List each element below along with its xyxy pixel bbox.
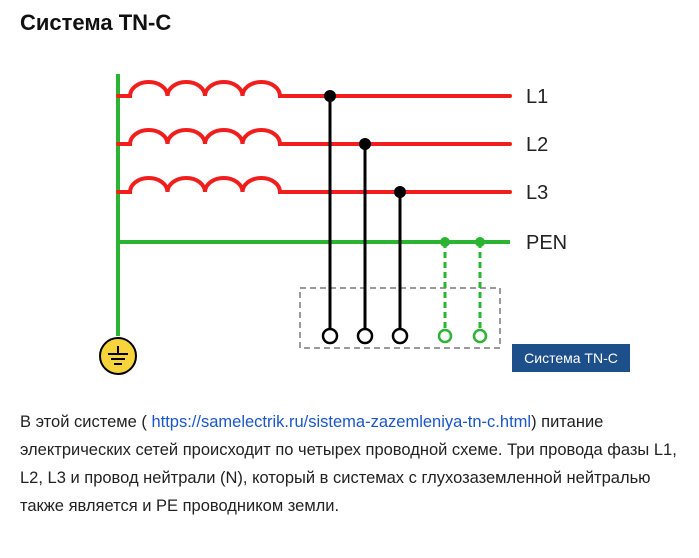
- para-before-link: В этой системе (: [20, 413, 151, 431]
- svg-text:L3: L3: [526, 182, 548, 204]
- page-title: Система TN-C: [20, 10, 679, 36]
- diagram-container: L1 L2 L3 PEN Система TN-C: [20, 56, 679, 386]
- svg-text:PEN: PEN: [526, 232, 567, 254]
- source-link[interactable]: https://samelectrik.ru/sistema-zazemleni…: [151, 413, 531, 431]
- tn-c-diagram: L1 L2 L3 PEN Система TN-C: [70, 56, 630, 386]
- svg-text:L1: L1: [526, 86, 548, 108]
- svg-text:L2: L2: [526, 134, 548, 156]
- svg-text:Система TN-C: Система TN-C: [524, 350, 618, 366]
- description-paragraph: В этой системе ( https://samelectrik.ru/…: [20, 408, 679, 520]
